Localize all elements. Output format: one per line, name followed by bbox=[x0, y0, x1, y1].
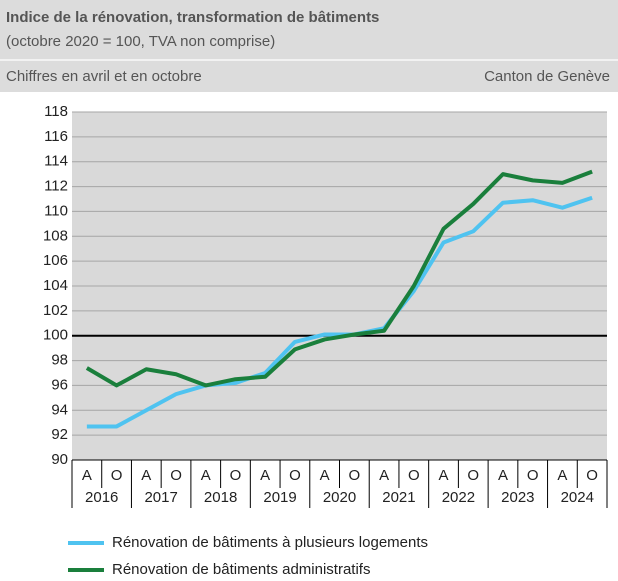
y-tick-label: 92 bbox=[51, 426, 68, 443]
series-line bbox=[85, 169, 593, 388]
legend-label: Rénovation de bâtiments à plusieurs loge… bbox=[112, 534, 428, 551]
y-tick-label: 98 bbox=[51, 352, 68, 369]
series-line bbox=[86, 195, 593, 429]
x-tick-label: A bbox=[320, 467, 330, 484]
y-tick-label: 106 bbox=[43, 252, 68, 269]
x-group-label: 2024 bbox=[561, 489, 594, 506]
x-tick-label: A bbox=[141, 467, 151, 484]
x-tick-label: O bbox=[289, 467, 301, 484]
chart-title: Indice de la rénovation, transformation … bbox=[6, 9, 379, 26]
y-tick-label: 118 bbox=[44, 103, 68, 120]
y-tick-label: 102 bbox=[43, 302, 68, 319]
x-tick-label: O bbox=[111, 467, 123, 484]
note-left: Chiffres en avril et en octobre bbox=[6, 68, 202, 85]
y-tick-label: 100 bbox=[43, 327, 68, 344]
y-tick-label: 112 bbox=[44, 178, 68, 195]
x-group-label: 2023 bbox=[501, 489, 534, 506]
x-tick-label: A bbox=[439, 467, 449, 484]
note-right: Canton de Genève bbox=[484, 68, 610, 85]
x-tick-label: O bbox=[408, 467, 420, 484]
y-tick-label: 90 bbox=[51, 451, 68, 468]
y-tick-label: 108 bbox=[43, 227, 68, 244]
y-tick-label: 94 bbox=[51, 401, 68, 418]
x-tick-label: A bbox=[82, 467, 92, 484]
x-tick-label: O bbox=[527, 467, 539, 484]
header-bg bbox=[0, 0, 618, 92]
x-group-label: 2016 bbox=[85, 489, 118, 506]
x-tick-label: O bbox=[467, 467, 479, 484]
x-tick-label: A bbox=[557, 467, 567, 484]
y-tick-label: 96 bbox=[51, 376, 68, 393]
x-group-label: 2020 bbox=[323, 489, 356, 506]
legend-label: Rénovation de bâtiments administratifs bbox=[112, 561, 370, 578]
x-group-label: 2019 bbox=[263, 489, 296, 506]
y-tick-label: 116 bbox=[44, 128, 68, 145]
x-tick-label: O bbox=[170, 467, 182, 484]
x-tick-label: A bbox=[498, 467, 508, 484]
y-tick-label: 104 bbox=[43, 277, 68, 294]
x-tick-label: O bbox=[230, 467, 242, 484]
chart-subtitle: (octobre 2020 = 100, TVA non comprise) bbox=[6, 33, 275, 50]
y-tick-label: 114 bbox=[44, 153, 68, 170]
x-group-label: 2017 bbox=[144, 489, 177, 506]
x-tick-label: A bbox=[260, 467, 270, 484]
x-tick-label: O bbox=[586, 467, 598, 484]
x-tick-label: A bbox=[201, 467, 211, 484]
y-tick-label: 110 bbox=[44, 202, 68, 219]
x-tick-label: O bbox=[349, 467, 361, 484]
x-group-label: 2021 bbox=[382, 489, 415, 506]
x-tick-label: A bbox=[379, 467, 389, 484]
x-group-label: 2018 bbox=[204, 489, 237, 506]
x-group-label: 2022 bbox=[442, 489, 475, 506]
